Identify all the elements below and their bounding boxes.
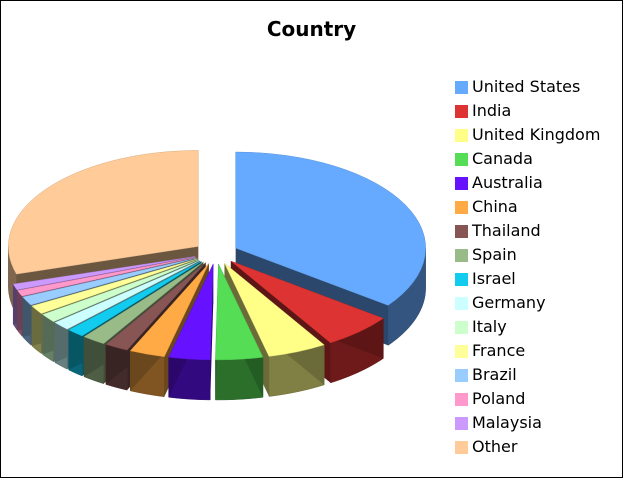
legend-label-poland: Poland [472,389,526,408]
pie-slice-canada-top [215,263,264,361]
legend-label-united-states: United States [472,77,581,96]
pie-slice-india-top [230,260,384,344]
legend-swatch-israel [455,273,468,286]
pie-slice-germany-top [54,260,201,330]
legend-label-malaysia: Malaysia [472,413,542,432]
pie-slice-brazil-top [22,257,197,306]
legend-label-italy: Italy [472,317,507,336]
legend-swatch-australia [455,177,468,190]
legend-swatch-united-kingdom [455,129,468,142]
pie-slice-poland-top [17,256,196,297]
chart-title: Country [266,17,357,41]
legend-swatch-spain [455,249,468,262]
legend-label-india: India [472,101,512,120]
pie-slice-france-top [31,258,198,314]
legend-swatch-france [455,345,468,358]
legend-label-france: France [472,341,526,360]
pie-slice-canada [215,263,264,401]
legend-swatch-other [455,441,468,454]
legend-label-china: China [472,197,518,216]
pie-slice-spain-top [83,261,204,344]
legend-label-thailand: Thailand [472,221,541,240]
legend-swatch-canada [455,153,468,166]
pie-slice-australia [168,263,214,401]
pie-slice-israel-top [68,261,202,337]
legend-label-other: Other [472,437,518,456]
pie-slice-united-kingdom-top [224,262,325,357]
legend-swatch-united-states [455,81,468,94]
pie-slice-italy-top [42,259,199,323]
pie-slice-other-top [8,150,199,275]
legend-label-united-kingdom: United Kingdom [472,125,601,144]
legend-label-australia: Australia [472,173,543,192]
pie-slice-malaysia-top [12,256,196,291]
legend-label-spain: Spain [472,245,517,264]
legend-swatch-thailand [455,225,468,238]
pie-slice-thailand-top [105,262,206,351]
legend-label-israel: Israel [472,269,516,288]
pie-slice-australia-top [168,263,214,361]
legend-swatch-poland [455,393,468,406]
pie-slice-china-top [129,263,210,357]
legend-swatch-italy [455,321,468,334]
legend-swatch-germany [455,297,468,310]
pie-slice-united-states-top [235,151,426,306]
legend-label-canada: Canada [472,149,533,168]
legend-label-germany: Germany [472,293,546,312]
legend-swatch-china [455,201,468,214]
legend-swatch-brazil [455,369,468,382]
legend-swatch-malaysia [455,417,468,430]
legend-swatch-india [455,105,468,118]
legend-label-brazil: Brazil [472,365,517,384]
